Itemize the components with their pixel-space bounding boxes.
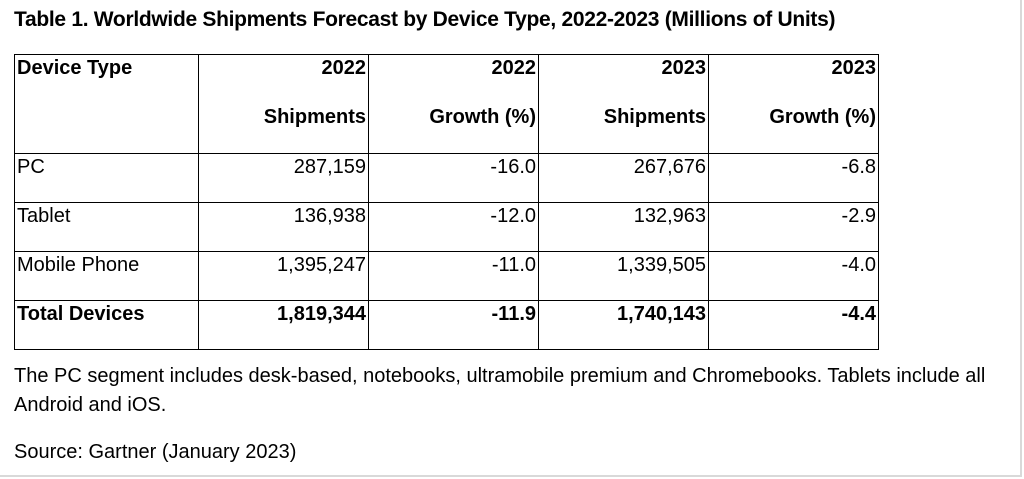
- table-header-row: Device Type 2022 Shipments 2022 Growth (…: [14, 54, 879, 154]
- column-header-line2: Shipments: [263, 106, 366, 128]
- cell-2022-shipments: 136,938: [198, 202, 369, 252]
- column-header-line1: 2022: [491, 57, 537, 79]
- cell-2023-growth: -4.4: [708, 300, 879, 350]
- cell-2023-shipments: 267,676: [538, 153, 709, 203]
- cell-2023-growth: -2.9: [708, 202, 879, 252]
- column-header-line2: Shipments: [603, 106, 706, 128]
- table-title: Table 1. Worldwide Shipments Forecast by…: [14, 8, 836, 31]
- column-header-2023-shipments: 2023 Shipments: [538, 54, 709, 154]
- source-citation: Source: Gartner (January 2023): [14, 441, 297, 463]
- cell-2022-growth: -12.0: [368, 202, 539, 252]
- cell-2023-shipments: 1,740,143: [538, 300, 709, 350]
- cell-device: PC: [14, 153, 199, 203]
- cell-2023-growth: -6.8: [708, 153, 879, 203]
- table-footnote: The PC segment includes desk-based, note…: [14, 365, 986, 416]
- cell-device: Mobile Phone: [14, 251, 199, 301]
- column-header-line1: 2023: [661, 57, 707, 79]
- table-row-tablet: Tablet 136,938 -12.0 132,963 -2.9: [14, 202, 879, 252]
- table-row-total: Total Devices 1,819,344 -11.9 1,740,143 …: [14, 300, 879, 350]
- column-header-2023-growth: 2023 Growth (%): [708, 54, 879, 154]
- shipments-table: Device Type 2022 Shipments 2022 Growth (…: [14, 54, 879, 350]
- column-header-line1: 2022: [321, 57, 367, 79]
- cell-2022-shipments: 287,159: [198, 153, 369, 203]
- cell-2023-shipments: 132,963: [538, 202, 709, 252]
- cell-2022-shipments: 1,819,344: [198, 300, 369, 350]
- cell-device: Tablet: [14, 202, 199, 252]
- column-header-line1: 2023: [831, 57, 877, 79]
- column-header-line2: Growth (%): [429, 106, 536, 128]
- column-header-2022-shipments: 2022 Shipments: [198, 54, 369, 154]
- cell-2022-growth: -16.0: [368, 153, 539, 203]
- cell-2023-shipments: 1,339,505: [538, 251, 709, 301]
- cell-device: Total Devices: [14, 300, 199, 350]
- cell-2022-growth: -11.9: [368, 300, 539, 350]
- column-header-line2: Growth (%): [769, 106, 876, 128]
- cell-2022-shipments: 1,395,247: [198, 251, 369, 301]
- column-header-2022-growth: 2022 Growth (%): [368, 54, 539, 154]
- table-row-pc: PC 287,159 -16.0 267,676 -6.8: [14, 153, 879, 203]
- column-header-device-type: Device Type: [14, 54, 199, 154]
- cell-2022-growth: -11.0: [368, 251, 539, 301]
- table-row-mobile-phone: Mobile Phone 1,395,247 -11.0 1,339,505 -…: [14, 251, 879, 301]
- column-header-line1: Device Type: [17, 57, 133, 79]
- cell-2023-growth: -4.0: [708, 251, 879, 301]
